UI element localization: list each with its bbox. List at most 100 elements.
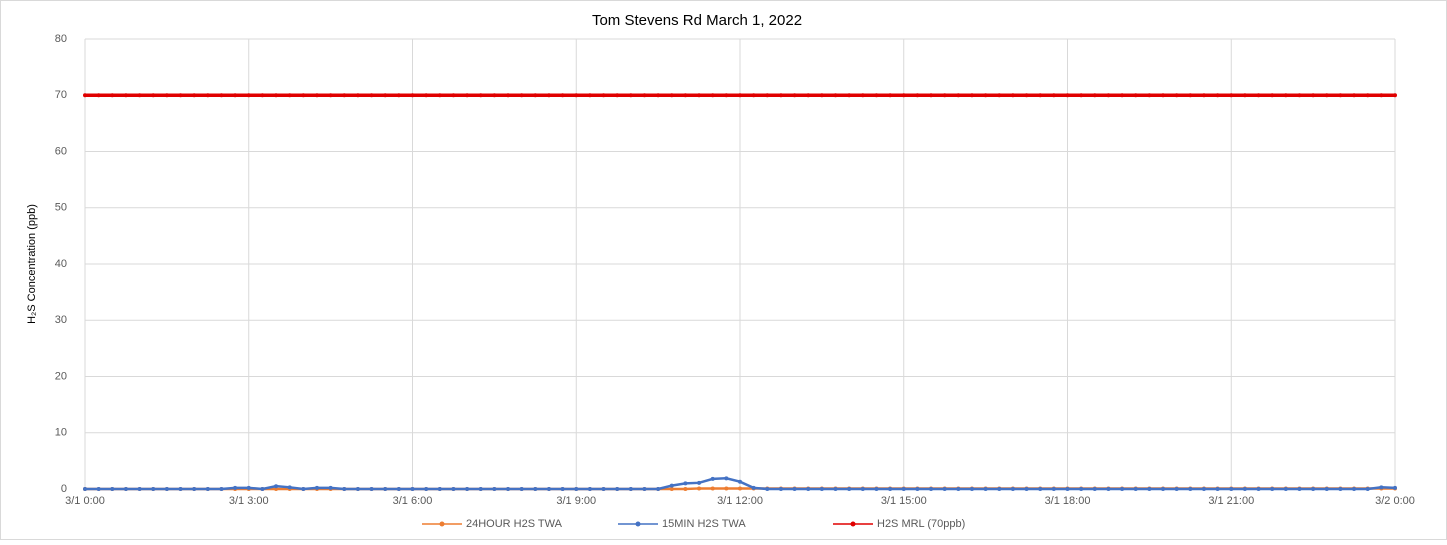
series-marker: [874, 93, 879, 98]
series-marker: [833, 93, 838, 98]
series-marker: [506, 93, 511, 98]
series-marker: [724, 93, 729, 98]
series-marker: [1024, 487, 1029, 491]
series-marker: [110, 93, 115, 98]
series-marker: [1161, 487, 1166, 491]
series-marker: [969, 487, 974, 491]
series-marker: [246, 485, 251, 490]
series-marker: [669, 483, 674, 488]
series-marker: [123, 487, 128, 491]
series-marker: [874, 487, 879, 491]
series-marker: [219, 93, 224, 98]
series-marker: [724, 476, 729, 481]
series-marker: [164, 487, 169, 491]
series-marker: [697, 486, 702, 491]
series-marker: [533, 487, 538, 491]
series-marker: [287, 93, 292, 98]
series-marker: [997, 93, 1002, 98]
series-marker: [274, 93, 279, 98]
series-marker: [164, 93, 169, 98]
series-marker: [410, 93, 415, 98]
series-marker: [956, 487, 961, 491]
series-marker: [287, 485, 292, 490]
series-marker: [942, 93, 947, 98]
legend-label: 15MIN H2S TWA: [662, 518, 746, 530]
series-marker: [1270, 487, 1275, 491]
series-marker: [615, 487, 620, 491]
series-marker: [1379, 485, 1384, 490]
series-marker: [765, 93, 770, 98]
series-marker: [1174, 93, 1179, 98]
series-marker: [246, 93, 251, 98]
series-marker: [901, 93, 906, 98]
series-marker: [1201, 487, 1206, 491]
series-marker: [1092, 93, 1097, 98]
series-marker: [1215, 93, 1220, 98]
series-marker: [833, 487, 838, 491]
legend-label: 24HOUR H2S TWA: [466, 518, 563, 530]
series-marker: [710, 93, 715, 98]
series-marker: [1161, 93, 1166, 98]
series-marker: [369, 93, 374, 98]
series-marker: [137, 487, 142, 491]
series-marker: [383, 93, 388, 98]
series-marker: [819, 93, 824, 98]
y-axis-label: H₂S Concentration (ppb): [26, 204, 38, 324]
y-tick-label: 30: [55, 314, 67, 326]
series-marker: [451, 93, 456, 98]
y-tick-label: 40: [55, 258, 67, 270]
series-marker: [656, 93, 661, 98]
series-marker: [1133, 487, 1138, 491]
series-marker: [1079, 93, 1084, 98]
series-marker: [1188, 487, 1193, 491]
series-marker: [847, 487, 852, 491]
series-marker: [560, 93, 565, 98]
series-marker: [683, 481, 688, 486]
series-marker: [1201, 93, 1206, 98]
series-marker: [1092, 487, 1097, 491]
series-marker: [956, 93, 961, 98]
series-marker: [860, 487, 865, 491]
series-marker: [1311, 93, 1316, 98]
y-tick-label: 20: [55, 370, 67, 382]
series-marker: [274, 487, 279, 491]
series-marker: [901, 487, 906, 491]
series-marker: [860, 93, 865, 98]
series-marker: [83, 93, 87, 98]
series-marker: [888, 487, 893, 491]
series-marker: [396, 487, 401, 491]
series-marker: [328, 93, 333, 98]
series-marker: [1311, 487, 1316, 491]
x-tick-label: 3/1 9:00: [556, 495, 596, 507]
x-tick-label: 3/1 15:00: [881, 495, 927, 507]
x-tick-label: 3/2 0:00: [1375, 495, 1415, 507]
series-marker: [697, 93, 702, 98]
series-marker: [1229, 93, 1234, 98]
series-marker: [110, 487, 115, 491]
series-marker: [96, 93, 101, 98]
series-marker: [533, 93, 538, 98]
series-marker: [451, 487, 456, 491]
series-marker: [806, 93, 811, 98]
series-marker: [314, 93, 319, 98]
series-marker: [819, 487, 824, 491]
series-marker: [751, 485, 756, 490]
legend-label: H2S MRL (70ppb): [877, 518, 965, 530]
series-marker: [642, 93, 647, 98]
series-marker: [738, 93, 742, 98]
series-marker: [424, 93, 429, 98]
y-tick-label: 80: [55, 33, 67, 45]
series-marker: [492, 487, 497, 491]
series-marker: [587, 93, 592, 98]
series-marker: [205, 487, 210, 491]
series-marker: [1338, 487, 1343, 491]
series-marker: [778, 487, 783, 491]
series-marker: [1065, 93, 1070, 98]
series-marker: [1147, 93, 1152, 98]
series-marker: [1338, 93, 1343, 98]
series-marker: [656, 487, 661, 491]
series-marker: [1079, 487, 1084, 491]
series-marker: [1256, 93, 1261, 98]
